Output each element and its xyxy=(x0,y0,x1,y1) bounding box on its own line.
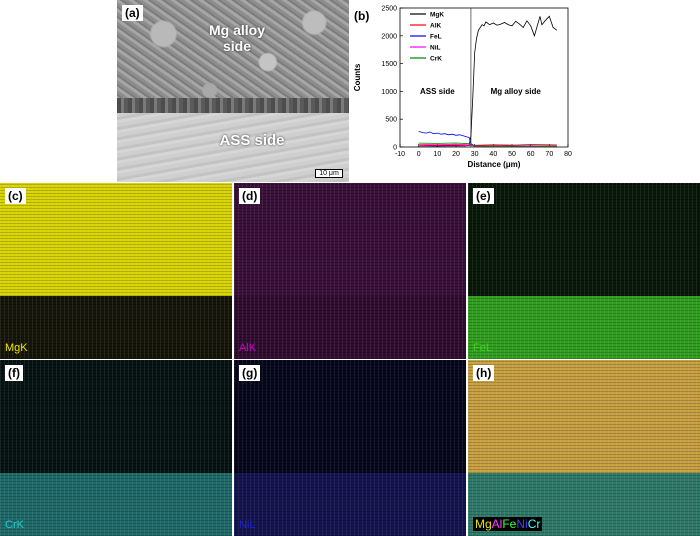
x-tick-label: 10 xyxy=(433,151,441,158)
mg-alloy-region xyxy=(117,0,349,113)
map-noise-texture xyxy=(0,183,232,359)
map-caption: MgK xyxy=(5,342,28,354)
map-bottom-region xyxy=(468,296,700,359)
ass-label: ASS side xyxy=(219,132,285,149)
map-f: (f) CrK xyxy=(0,360,232,536)
map-caption-part: Fe xyxy=(502,517,517,531)
panel-tag: (a) xyxy=(122,5,143,21)
plot-area: (b)-10 0 10 20 30 40 50 60 70 8005001000150020002… xyxy=(353,6,572,170)
map-top-region xyxy=(468,360,700,473)
map-caption-part: Ni xyxy=(516,517,528,531)
chart-tag: (b) xyxy=(354,9,369,23)
chart-annotation: Mg alloy side xyxy=(491,87,542,96)
map-bottom-region xyxy=(234,473,466,536)
legend-entry: FeL xyxy=(430,34,442,41)
map-g: (g) NiL xyxy=(234,360,466,536)
map-tag: (e) xyxy=(473,188,494,204)
map-tag: (d) xyxy=(239,188,261,204)
map-h: (h) MgAlFeNiCr xyxy=(468,360,700,536)
map-top-region xyxy=(0,183,232,296)
y-tick-label: 1500 xyxy=(381,61,397,68)
map-d: (d) AlK xyxy=(234,183,466,359)
map-c: (c) MgK xyxy=(0,183,232,359)
map-noise-texture xyxy=(468,183,700,359)
map-top-region xyxy=(468,183,700,296)
map-tag: (c) xyxy=(5,188,26,204)
y-tick-label: 2000 xyxy=(381,33,397,40)
map-caption: CrK xyxy=(5,519,24,531)
sem-image-panel: (a) Mg alloy side ASS side 10 μm xyxy=(117,0,349,182)
map-caption: MgAlFeNiCr xyxy=(473,517,543,531)
legend-entry: NiL xyxy=(430,45,441,52)
x-tick-label: -10 xyxy=(395,151,405,158)
series-line-CrK xyxy=(418,142,557,147)
map-caption-part: Mg xyxy=(475,517,492,531)
map-caption-part: Al xyxy=(491,517,503,531)
y-tick-label: 500 xyxy=(385,117,397,124)
chart-annotation: ASS side xyxy=(420,87,455,96)
y-axis-label: Counts xyxy=(353,63,362,91)
series-line-FeL xyxy=(418,131,557,147)
map-bottom-region xyxy=(0,296,232,359)
map-noise-texture xyxy=(0,360,232,536)
x-tick-label: 80 xyxy=(564,151,572,158)
map-caption: NiL xyxy=(239,519,256,531)
x-tick-label: 70 xyxy=(545,151,553,158)
mg-alloy-label: Mg alloy side xyxy=(208,22,265,54)
y-tick-label: 1000 xyxy=(381,89,397,96)
map-tag: (g) xyxy=(239,365,261,381)
map-top-region xyxy=(234,183,466,296)
plot-frame xyxy=(399,7,569,148)
line-scan-chart: (b) -10 0 10 20 30 40 50 60 70 80 0 500 1000 1500 2000 2… xyxy=(350,0,576,182)
x-tick-label: 30 xyxy=(471,151,479,158)
x-tick-label: 40 xyxy=(489,151,497,158)
x-tick-label: 60 xyxy=(527,151,535,158)
x-tick-label: 0 xyxy=(417,151,421,158)
x-tick-label: 20 xyxy=(452,151,460,158)
legend-entry: AlK xyxy=(430,23,442,30)
map-bottom-region xyxy=(0,473,232,536)
map-top-region xyxy=(0,360,232,473)
map-caption-part: Cr xyxy=(527,517,541,531)
map-noise-texture xyxy=(234,183,466,359)
ass-region xyxy=(117,113,349,182)
series-line-AlK xyxy=(418,144,557,147)
y-tick-label: 2500 xyxy=(381,6,397,13)
map-caption: FeL xyxy=(473,342,492,354)
chart-svg: (b)-10 0 10 20 30 40 50 60 70 8005001000150020002… xyxy=(353,6,572,170)
map-bottom-region xyxy=(234,296,466,359)
legend-entry: CrK xyxy=(430,56,442,63)
map-top-region xyxy=(234,360,466,473)
x-axis-label: Distance (μm) xyxy=(468,160,521,169)
y-tick-label: 0 xyxy=(393,145,397,152)
map-noise-texture xyxy=(234,360,466,536)
map-e: (e) FeL xyxy=(468,183,700,359)
interface-edge xyxy=(117,98,349,114)
scale-bar: 10 μm xyxy=(315,169,343,178)
map-tag: (f) xyxy=(5,365,23,381)
map-noise-texture xyxy=(468,360,700,536)
x-tick-label: 50 xyxy=(508,151,516,158)
map-tag: (h) xyxy=(473,365,495,381)
legend-entry: MgK xyxy=(430,12,444,19)
map-caption: AlK xyxy=(239,342,257,354)
